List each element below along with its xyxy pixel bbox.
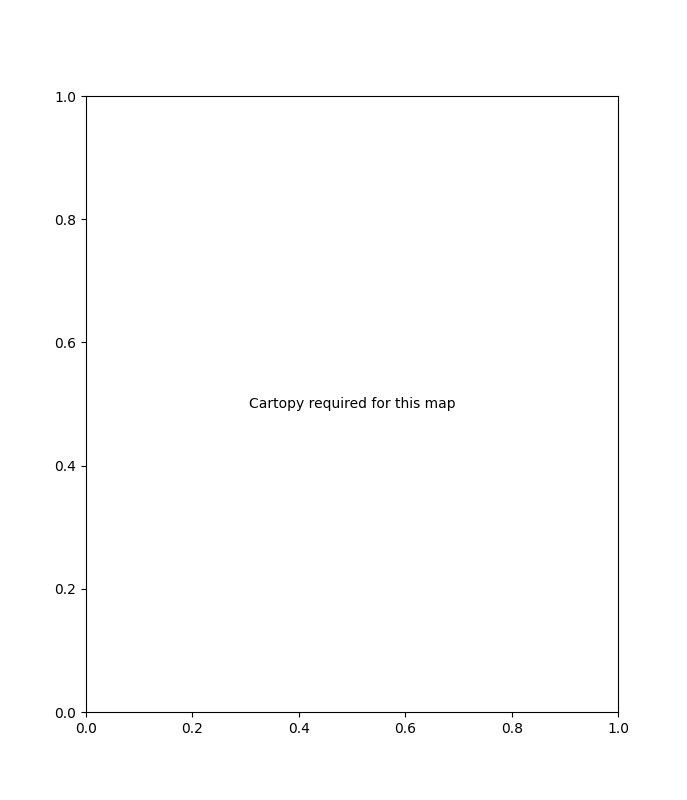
Text: Cartopy required for this map: Cartopy required for this map [249,397,455,411]
